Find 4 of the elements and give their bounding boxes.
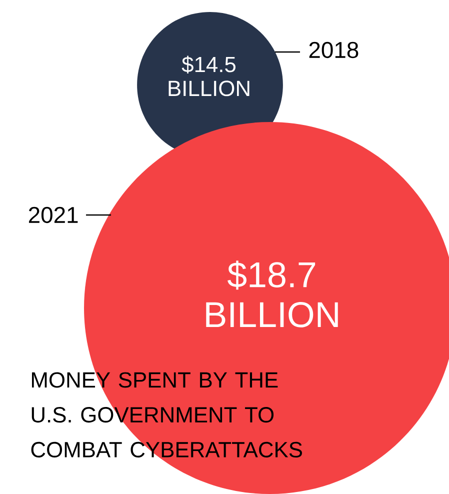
- data-label: $14.5 BILLION: [168, 56, 250, 96]
- category-label: 2018: [309, 42, 358, 58]
- data-label: $18.7 BILLION: [206, 260, 338, 328]
- category-label: 2021: [28, 206, 78, 224]
